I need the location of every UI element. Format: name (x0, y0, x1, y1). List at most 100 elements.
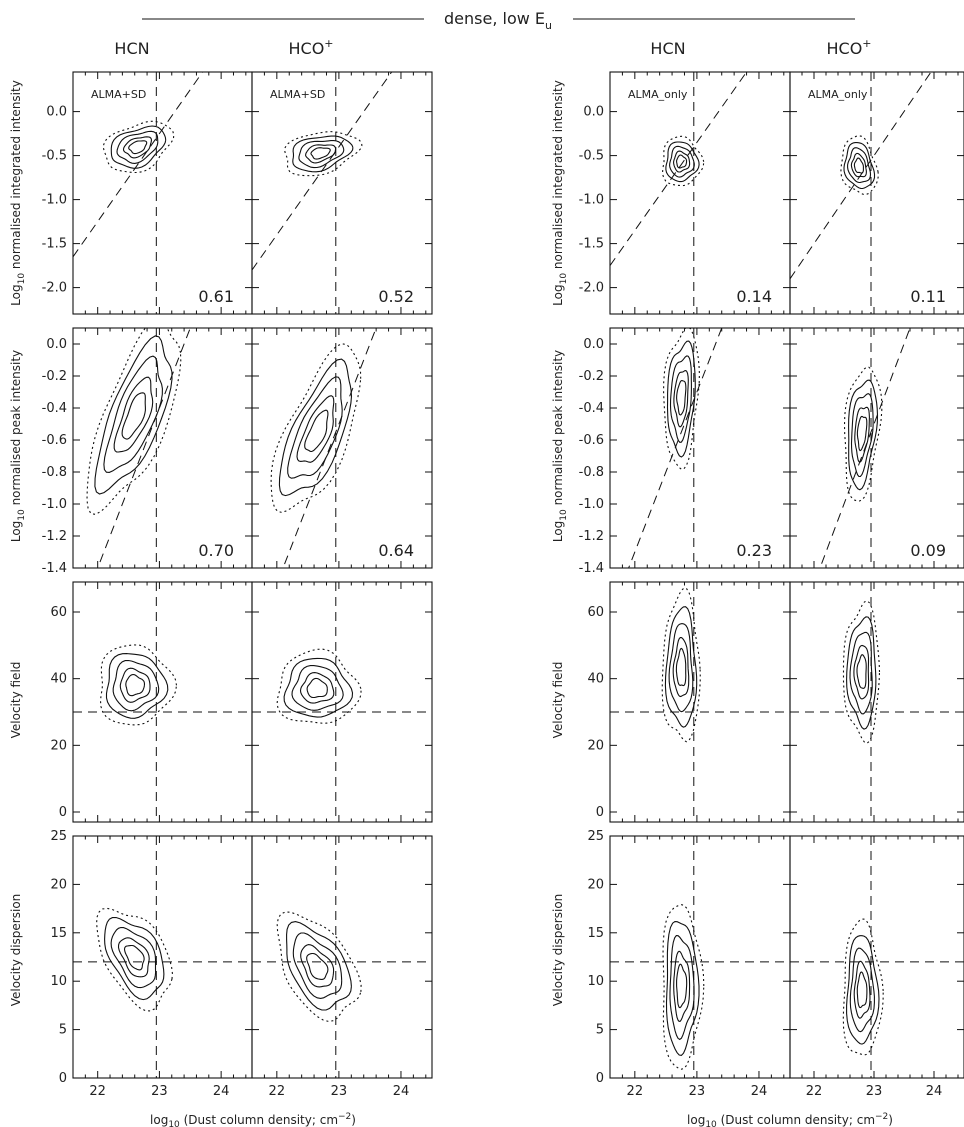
panel-frame (789, 327, 964, 569)
panel-r1-c1: 0.0 -0.5 -1.0 -1.5 -2.0 ALMA+SD 0.61 (42, 71, 253, 315)
y-tick-label: 0 (596, 1071, 604, 1086)
row-label-3-right: Velocity field (551, 662, 565, 739)
y-tick-label: -1.4 (579, 561, 604, 576)
contour-level-3 (849, 947, 875, 1033)
y-tick-label: 5 (59, 1023, 67, 1038)
column-title-3: HCN (650, 39, 685, 58)
panel-frame (251, 835, 433, 1079)
y-tick-label: -1.2 (579, 529, 604, 544)
contour-level-3 (103, 355, 163, 473)
fit-line (790, 72, 932, 280)
row-label-2-left: Log10 normalised peak intensity (9, 350, 27, 542)
x-tick-label: 24 (751, 1084, 768, 1099)
x-tick-label: 22 (269, 1084, 286, 1099)
y-tick-label: 15 (587, 926, 604, 941)
column-title-4: HCO+ (826, 37, 871, 58)
contour-level-1 (842, 918, 884, 1056)
y-tick-label: 40 (50, 672, 67, 687)
contour-level-4 (300, 944, 335, 988)
contour-level-1 (99, 644, 178, 726)
contour-level-5 (310, 147, 331, 160)
contour-level-5 (856, 971, 868, 1009)
y-tick-label: 60 (587, 605, 604, 620)
y-tick-label: -0.8 (579, 465, 604, 480)
contour-level-2 (110, 125, 167, 169)
y-tick-label: -1.0 (42, 193, 67, 208)
contour-level-3 (669, 145, 695, 178)
contour-level-4 (113, 376, 154, 453)
contour-level-4 (673, 370, 689, 428)
contour-level-3 (849, 631, 873, 715)
panel-frame (609, 327, 791, 569)
y-tick-label: -1.0 (579, 193, 604, 208)
contour-level-2 (843, 142, 876, 190)
x-tick-label: 24 (393, 1084, 410, 1099)
contour-level-1 (662, 135, 705, 187)
contour-level-2 (848, 379, 879, 491)
panel-frame (789, 835, 964, 1079)
contour-level-1 (661, 587, 701, 743)
contour-level-2 (665, 141, 700, 183)
contour-level-5 (856, 654, 867, 689)
contour-level-3 (116, 130, 159, 164)
panel-r2-c4: 0.09 (789, 327, 964, 569)
y-tick-label: 0.0 (46, 105, 67, 120)
panel-tag: ALMA+SD (270, 88, 325, 101)
contour-level-1 (96, 907, 173, 1012)
contour-level-2 (664, 606, 698, 728)
contour-level-2 (292, 135, 354, 173)
panel-r1-c3: 0.0 -0.5 -1.0 -1.5 -2.0 ALMA_only 0.14 (579, 71, 791, 315)
contour-level-4 (853, 644, 870, 700)
contour-level-3 (298, 140, 345, 169)
row-label-1-left: Log10 normalised integrated intensity (9, 80, 27, 306)
contour-level-2 (846, 935, 880, 1045)
contour-level-3 (292, 932, 343, 999)
panel-frame (72, 71, 253, 315)
panel-frame (609, 835, 791, 1079)
row-label-1-right: Log10 normalised integrated intensity (551, 80, 569, 306)
contour-level-5 (306, 677, 328, 699)
panel-r4-c3: 22 23 24 0 5 10 15 20 25 (587, 829, 791, 1099)
panel-r4-c2: 22 23 24 (251, 835, 433, 1099)
correlation-value: 0.61 (198, 287, 234, 306)
contour-level-3 (669, 355, 692, 444)
y-tick-label: 0 (59, 1071, 67, 1086)
figure-header: dense, low Eu (444, 9, 552, 32)
contour-level-3 (668, 623, 694, 713)
contour-level-4 (853, 960, 871, 1019)
y-tick-label: 40 (587, 672, 604, 687)
correlation-value: 0.09 (910, 541, 946, 560)
fit-line (628, 328, 723, 568)
row-label-4-left: Velocity dispersion (9, 894, 23, 1007)
contour-level-5 (123, 944, 145, 971)
y-tick-label: 0 (59, 805, 67, 820)
x-tick-label: 23 (689, 1084, 706, 1099)
y-tick-label: -0.4 (42, 401, 67, 416)
x-tick-label: 23 (331, 1084, 348, 1099)
contour-level-1 (102, 120, 175, 174)
y-tick-label: -2.0 (579, 281, 604, 296)
x-tick-label: 22 (89, 1084, 106, 1099)
y-tick-label: 15 (50, 926, 67, 941)
y-tick-label: -0.8 (42, 465, 67, 480)
contour-level-4 (122, 136, 152, 159)
y-tick-label: -1.4 (42, 561, 67, 576)
y-tick-label: -0.5 (579, 149, 604, 164)
column-title-2: HCO+ (288, 37, 333, 58)
contour-level-1 (276, 911, 362, 1022)
row-label-4-right: Velocity dispersion (551, 894, 565, 1007)
contour-level-4 (299, 672, 335, 704)
y-tick-label: 60 (50, 605, 67, 620)
panel-frame (251, 581, 433, 823)
contour-level-3 (112, 659, 160, 712)
panel-frame (609, 581, 791, 823)
y-tick-label: -0.6 (42, 433, 67, 448)
contour-level-3 (850, 393, 874, 478)
panel-r3-c1: 0 20 40 60 (50, 581, 253, 823)
contour-level-5 (676, 380, 687, 416)
contour-level-5 (128, 140, 148, 155)
y-tick-label: 20 (587, 738, 604, 753)
fit-line (819, 328, 911, 568)
panel-r3-c3: 0 20 40 60 (587, 581, 791, 823)
